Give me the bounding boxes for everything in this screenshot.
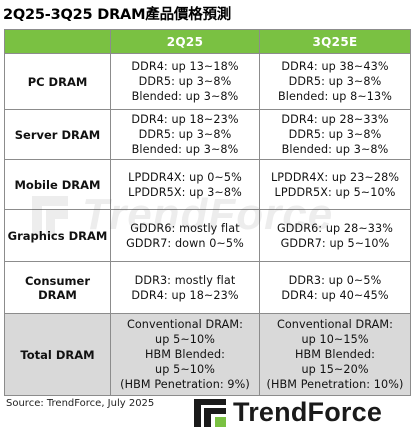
cell-3q25e: Conventional DRAM: up 10~15% HBM Blended… [259, 313, 411, 396]
cell-line: (HBM Penetration: 9%) [120, 378, 250, 391]
table-row-total: Total DRAM Conventional DRAM: up 5~10% H… [4, 313, 411, 396]
cell-2q25: GDDR6: mostly flat GDDR7: down 0~5% [110, 209, 260, 262]
cell-line: HBM Blended: [144, 348, 226, 361]
cell-line: LPDDR5X: up 5~10% [274, 185, 396, 199]
source-note: Source: TrendForce, July 2025 [6, 398, 155, 409]
table-row: Mobile DRAM LPDDR4X: up 0~5% LPDDR5X: up… [4, 159, 411, 210]
row-label-total-dram: Total DRAM [4, 313, 111, 396]
table-header-row: 2Q25 3Q25E [4, 29, 411, 54]
cell-line: Blended: up 8~13% [278, 90, 392, 103]
cell-line: LPDDR5X: up 3~8% [128, 185, 242, 199]
row-label-mobile-dram: Mobile DRAM [4, 159, 111, 210]
cell-line: up 5~10% [155, 333, 215, 346]
cell-line: DDR5: up 3~8% [138, 128, 232, 141]
cell-line: LPDDR4X: up 23~28% [270, 170, 400, 184]
trendforce-logo-icon [194, 399, 226, 427]
table-row: Graphics DRAM GDDR6: mostly flat GDDR7: … [4, 209, 411, 262]
cell-line: DDR3: mostly flat [134, 273, 236, 287]
cell-line: up 15~20% [301, 363, 369, 376]
cell-line: GDDR6: up 28~33% [277, 221, 393, 235]
cell-line: Conventional DRAM: [276, 318, 394, 331]
cell-2q25: Conventional DRAM: up 5~10% HBM Blended:… [110, 313, 260, 396]
cell-3q25e: DDR3: up 0~5% DDR4: up 40~45% [259, 261, 411, 314]
header-3q25e: 3Q25E [259, 29, 411, 54]
cell-line: GDDR6: mostly flat [130, 221, 240, 235]
header-corner-cell [4, 29, 111, 54]
cell-line: DDR4: up 18~23% [131, 113, 239, 126]
cell-line: DDR3: up 0~5% [288, 273, 382, 287]
cell-line: DDR5: up 3~8% [288, 75, 382, 88]
table-row: Server DRAM DDR4: up 18~23% DDR5: up 3~8… [4, 109, 411, 160]
price-forecast-table: 2Q25 3Q25E PC DRAM DDR4: up 13~18% DDR5:… [4, 29, 411, 396]
cell-3q25e: GDDR6: up 28~33% GDDR7: up 5~10% [259, 209, 411, 262]
table-row: Consumer DRAM DDR3: mostly flat DDR4: up… [4, 261, 411, 314]
cell-line: LPDDR4X: up 0~5% [128, 170, 242, 184]
cell-line: DDR4: up 38~43% [281, 60, 389, 73]
cell-3q25e: LPDDR4X: up 23~28% LPDDR5X: up 5~10% [259, 159, 411, 210]
cell-3q25e: DDR4: up 38~43% DDR5: up 3~8% Blended: u… [259, 53, 411, 110]
cell-line: HBM Blended: [294, 348, 376, 361]
trendforce-logo: TrendForce [193, 396, 411, 430]
cell-line: DDR4: up 18~23% [131, 288, 239, 302]
cell-line: Blended: up 3~8% [131, 90, 239, 103]
cell-2q25: DDR4: up 13~18% DDR5: up 3~8% Blended: u… [110, 53, 260, 110]
cell-line: DDR4: up 28~33% [281, 113, 389, 126]
cell-line: Blended: up 3~8% [281, 143, 389, 156]
table-row: PC DRAM DDR4: up 13~18% DDR5: up 3~8% Bl… [4, 53, 411, 110]
header-2q25: 2Q25 [110, 29, 260, 54]
row-label-pc-dram: PC DRAM [4, 53, 111, 110]
cell-line: (HBM Penetration: 10%) [266, 378, 404, 391]
cell-line: up 5~10% [155, 363, 215, 376]
cell-line: up 10~15% [301, 333, 369, 346]
cell-line: Blended: up 3~8% [131, 143, 239, 156]
page-title: 2Q25-3Q25 DRAM產品價格預測 [3, 7, 232, 23]
row-label-consumer-dram: Consumer DRAM [4, 261, 111, 314]
cell-2q25: DDR3: mostly flat DDR4: up 18~23% [110, 261, 260, 314]
cell-line: Conventional DRAM: [126, 318, 244, 331]
brand-name: TrendForce [233, 397, 383, 427]
cell-2q25: DDR4: up 18~23% DDR5: up 3~8% Blended: u… [110, 109, 260, 160]
cell-line: GDDR7: up 5~10% [280, 236, 390, 250]
cell-2q25: LPDDR4X: up 0~5% LPDDR5X: up 3~8% [110, 159, 260, 210]
cell-line: DDR4: up 40~45% [281, 288, 389, 302]
row-label-graphics-dram: Graphics DRAM [4, 209, 111, 262]
cell-3q25e: DDR4: up 28~33% DDR5: up 3~8% Blended: u… [259, 109, 411, 160]
cell-line: GDDR7: down 0~5% [126, 236, 244, 250]
row-label-server-dram: Server DRAM [4, 109, 111, 160]
cell-line: DDR4: up 13~18% [131, 60, 239, 73]
cell-line: DDR5: up 3~8% [138, 75, 232, 88]
cell-line: DDR5: up 3~8% [288, 128, 382, 141]
